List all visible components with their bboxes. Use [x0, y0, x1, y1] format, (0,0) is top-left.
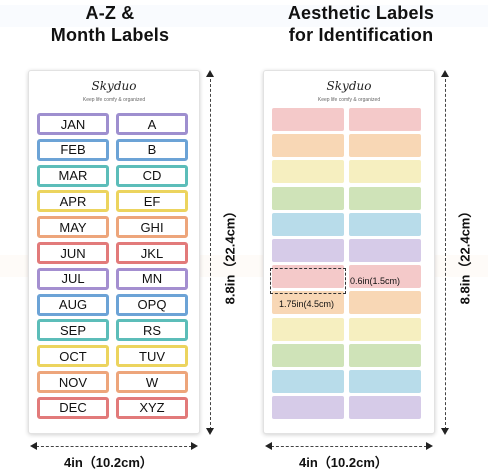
label-right-6: MN — [116, 267, 188, 290]
color-label-2-0 — [272, 160, 344, 184]
left-title: A-Z & Month Labels — [0, 2, 220, 46]
label-right-2: CD — [116, 164, 188, 187]
label-left-6: JUL — [37, 267, 109, 290]
color-label-7-0 — [272, 291, 344, 315]
color-label-6-0 — [272, 265, 344, 289]
color-label-0-0 — [272, 108, 344, 131]
label-left-1: FEB — [37, 138, 109, 161]
right-title: Aesthetic Labels for Identification — [234, 2, 488, 46]
label-right-7: OPQ — [116, 293, 188, 316]
brand-tagline: Keep life comfy & organized — [82, 97, 146, 103]
label-right-0: A — [116, 113, 188, 135]
right-height-dimension-line — [445, 74, 446, 430]
color-label-0-1 — [349, 108, 421, 131]
left-title-line2: Month Labels — [50, 25, 170, 45]
color-label-7-1 — [349, 291, 421, 315]
label-left-8: SEP — [37, 319, 109, 342]
label-width-dimension: 1.75in(4.5cm) — [279, 299, 335, 309]
label-left-4: MAY — [37, 216, 109, 239]
label-height-dimension: 0.6in(1.5cm) — [350, 276, 401, 286]
color-label-9-0 — [272, 343, 344, 367]
arrow-down-icon — [206, 428, 214, 435]
color-label-1-0 — [272, 134, 344, 158]
label-right-11: XYZ — [116, 396, 188, 419]
label-left-11: DEC — [37, 396, 109, 419]
label-right-8: RS — [116, 319, 188, 342]
label-right-4: GHI — [116, 216, 188, 239]
brand-tagline: Keep life comfy & organized — [317, 97, 381, 103]
color-label-8-0 — [272, 317, 344, 341]
left-height-dimension: 8.8in（22.4cm） — [222, 204, 238, 305]
color-label-4-0 — [272, 212, 344, 236]
label-left-0: JAN — [37, 113, 109, 135]
arrow-right-icon — [191, 442, 198, 450]
label-left-7: AUG — [37, 293, 109, 316]
arrow-left-icon — [30, 442, 37, 450]
right-width-dimension: 4in（10.2cm） — [299, 455, 388, 470]
left-label-sheet: Skyduo Keep life comfy & organized JAN A F… — [28, 70, 200, 434]
color-label-6-1 — [349, 265, 421, 289]
label-right-3: EF — [116, 190, 188, 213]
label-left-10: NOV — [37, 371, 109, 393]
color-label-11-1 — [349, 396, 421, 420]
color-label-9-1 — [349, 343, 421, 367]
color-label-3-1 — [349, 186, 421, 210]
left-height-dimension-line — [210, 74, 211, 430]
color-label-8-1 — [349, 317, 421, 341]
arrow-down-icon — [441, 428, 449, 435]
brand-logo: Skyduo — [326, 79, 372, 93]
color-label-5-1 — [349, 239, 421, 262]
label-right-9: TUV — [116, 345, 188, 368]
label-right-10: W — [116, 371, 188, 393]
right-height-dimension: 8.8in（22.4cm） — [457, 204, 473, 305]
left-width-dimension-line — [36, 446, 192, 447]
arrow-up-icon — [441, 70, 449, 77]
background-stripe — [0, 5, 488, 27]
label-left-5: JUN — [37, 242, 109, 264]
color-label-1-1 — [349, 134, 421, 158]
color-label-2-1 — [349, 160, 421, 184]
label-size-outline — [270, 268, 346, 294]
right-width-dimension-line — [271, 446, 427, 447]
label-left-3: APR — [37, 190, 109, 213]
brand-logo: Skyduo — [91, 79, 137, 93]
arrow-up-icon — [206, 70, 214, 77]
color-label-10-1 — [349, 370, 421, 393]
right-title-line1: Aesthetic Labels — [287, 3, 435, 23]
arrow-left-icon — [265, 442, 272, 450]
color-label-10-0 — [272, 370, 344, 393]
right-label-sheet: Skyduo Keep life comfy & organized — [263, 70, 435, 434]
color-label-11-0 — [272, 396, 344, 420]
label-right-1: B — [116, 138, 188, 161]
label-right-5: JKL — [116, 242, 188, 264]
left-width-dimension: 4in（10.2cm） — [64, 455, 153, 470]
arrow-right-icon — [426, 442, 433, 450]
left-title-line1: A-Z & — [85, 3, 135, 23]
color-label-4-1 — [349, 212, 421, 236]
color-label-3-0 — [272, 186, 344, 210]
label-left-9: OCT — [37, 345, 109, 368]
color-label-5-0 — [272, 239, 344, 262]
right-title-line2: for Identification — [288, 25, 434, 45]
label-left-2: MAR — [37, 164, 109, 187]
